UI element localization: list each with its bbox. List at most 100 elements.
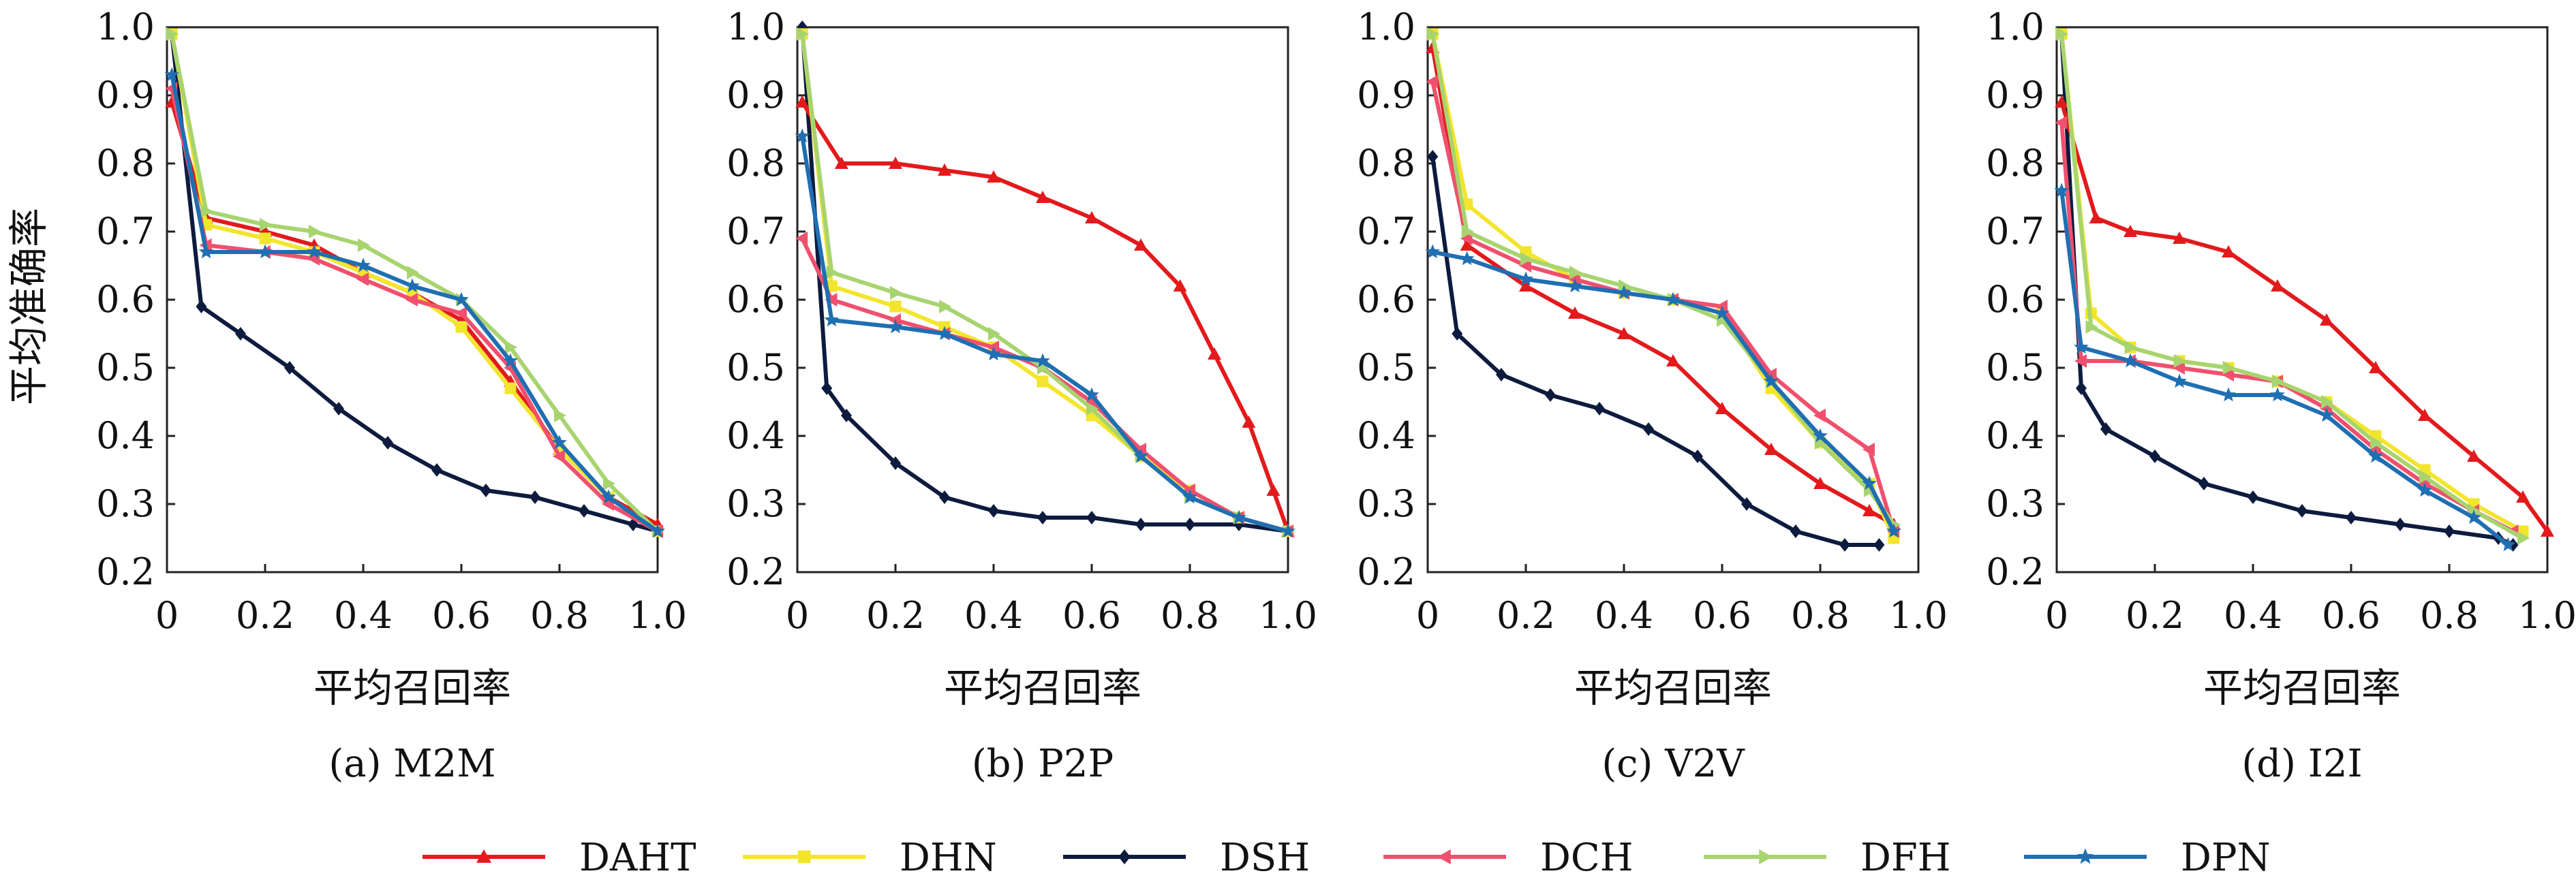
chart-panel: 0.20.30.40.50.60.70.80.91.00 0.2 0.4 0.6 0.8… xyxy=(1986,5,2576,786)
legend-label: DPN xyxy=(2181,836,2271,880)
series-line xyxy=(1430,80,1896,533)
data-point xyxy=(1643,422,1654,436)
legend-item-dpn: DPN xyxy=(2024,836,2271,880)
series-line xyxy=(1430,250,1896,533)
data-point xyxy=(988,327,1000,341)
data-point xyxy=(405,278,420,293)
data-point xyxy=(2297,504,2307,518)
chart-panel: 0.20.30.40.50.60.70.80.91.00 0.2 0.4 0.6 0.8… xyxy=(96,5,687,786)
x-axis-label: 平均召回率 xyxy=(313,665,511,711)
y-tick-label: 0.7 xyxy=(96,210,155,253)
data-point xyxy=(1568,272,1580,286)
data-point xyxy=(1862,504,1876,516)
series-dch xyxy=(165,82,663,538)
data-point xyxy=(2369,361,2382,373)
series-daht xyxy=(2055,95,2554,537)
data-point xyxy=(1496,368,1507,381)
x-tick-label: 0.8 xyxy=(1791,594,1850,637)
y-tick-label: 0.9 xyxy=(96,74,155,116)
x-tick-label: 0.4 xyxy=(1595,594,1653,637)
data-point xyxy=(1281,523,1295,538)
series-dhn xyxy=(796,28,1294,537)
data-point xyxy=(1426,75,1439,89)
legend-item-daht: DAHT xyxy=(423,836,696,880)
data-point xyxy=(2198,477,2209,490)
data-point xyxy=(1813,477,1827,489)
series-line xyxy=(1430,46,1896,527)
data-point xyxy=(1461,225,1474,238)
series-dfh xyxy=(166,27,664,538)
data-point xyxy=(603,477,615,490)
data-point xyxy=(1862,443,1875,456)
data-point xyxy=(1519,279,1533,292)
series-dfh xyxy=(797,27,1295,538)
data-point xyxy=(1616,285,1631,300)
series-dsh xyxy=(797,20,1293,538)
data-point xyxy=(1813,428,1828,443)
x-axis-label: 平均召回率 xyxy=(1574,665,1772,711)
data-point xyxy=(2271,279,2284,292)
data-point xyxy=(938,163,951,176)
data-point xyxy=(1035,353,1050,368)
series-line xyxy=(800,32,1290,533)
x-tick-label: 0.2 xyxy=(2126,594,2184,637)
data-point xyxy=(1813,409,1826,422)
y-tick-label: 0.3 xyxy=(96,482,155,525)
y-tick-label: 0.2 xyxy=(1357,550,1415,593)
data-point xyxy=(2223,361,2235,375)
legend-marker xyxy=(2077,848,2094,864)
x-tick-label: 1.0 xyxy=(1889,594,1948,637)
data-point xyxy=(1666,292,1681,307)
data-point xyxy=(1873,538,1885,552)
data-point xyxy=(2516,490,2530,503)
data-point xyxy=(166,27,179,41)
data-point xyxy=(1242,415,1256,428)
series-line xyxy=(2059,100,2549,533)
data-point xyxy=(1569,266,1582,279)
data-point xyxy=(1764,373,1779,388)
data-point xyxy=(198,244,214,259)
data-point xyxy=(890,286,902,300)
x-axis-label: 平均召回率 xyxy=(944,665,1141,711)
x-tick-label: 0 xyxy=(786,594,809,637)
data-point xyxy=(2418,409,2432,421)
data-point xyxy=(1266,484,1281,496)
x-tick-label: 0.2 xyxy=(236,594,294,637)
data-point xyxy=(2321,395,2333,409)
x-tick-label: 0.6 xyxy=(1693,594,1751,637)
data-point xyxy=(1037,511,1048,524)
x-axis-label: 平均召回率 xyxy=(2203,665,2401,711)
data-point xyxy=(834,157,848,169)
data-point xyxy=(650,523,665,538)
data-point xyxy=(1427,27,1440,41)
y-tick-label: 0.9 xyxy=(1986,74,2044,116)
data-point xyxy=(1862,475,1877,490)
data-point xyxy=(309,225,321,238)
data-point xyxy=(2222,245,2235,257)
data-point xyxy=(889,157,902,169)
x-tick-label: 0.2 xyxy=(1497,594,1555,637)
data-point xyxy=(2270,387,2285,402)
data-point xyxy=(1208,347,1221,360)
data-point xyxy=(1133,448,1148,463)
y-axis-label: 平均准确率 xyxy=(5,208,52,405)
x-tick-label: 0.4 xyxy=(964,594,1023,637)
data-point xyxy=(2074,354,2087,368)
data-point xyxy=(795,232,808,245)
y-tick-label: 0.6 xyxy=(96,278,155,321)
data-point xyxy=(1134,443,1146,456)
legend-marker xyxy=(1437,849,1451,864)
y-tick-label: 0.9 xyxy=(726,74,785,116)
data-point xyxy=(2419,470,2432,484)
data-point xyxy=(196,300,207,313)
x-tick-label: 0.4 xyxy=(334,594,393,637)
data-point xyxy=(888,319,903,334)
data-point xyxy=(1184,518,1195,531)
data-point xyxy=(1567,278,1582,293)
data-point xyxy=(2100,422,2111,436)
data-point xyxy=(579,504,589,518)
legend-marker xyxy=(797,850,811,864)
data-point xyxy=(307,244,322,259)
data-point xyxy=(889,313,901,327)
y-tick-label: 0.4 xyxy=(1986,414,2044,457)
